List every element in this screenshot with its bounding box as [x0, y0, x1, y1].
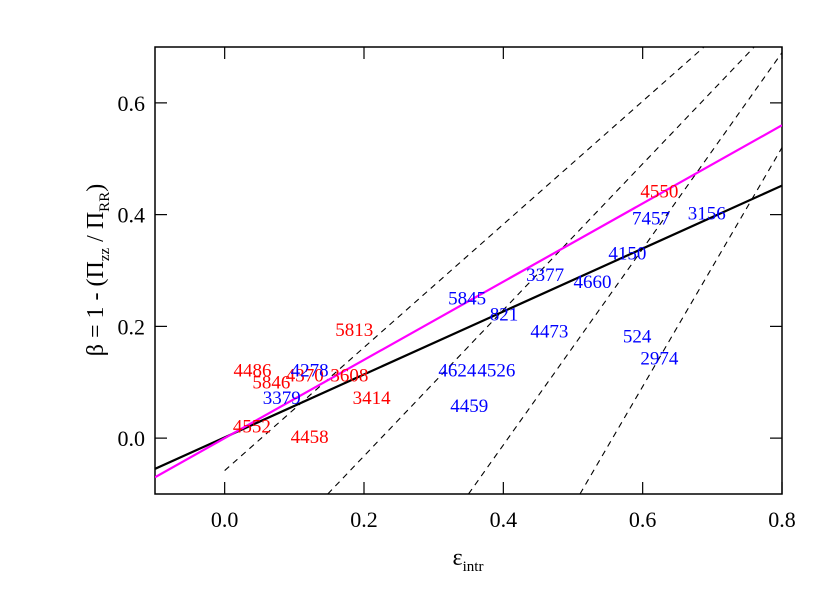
y-label-sub: RR	[97, 192, 113, 212]
y-label-part: β = 1 - (Π	[83, 261, 109, 356]
y-axis-label: β = 1 - (Πzz / ΠRR)	[83, 184, 113, 356]
y-label-part: / Π	[83, 212, 109, 248]
point-label: 4550	[640, 182, 678, 203]
dashed-line	[327, 47, 755, 494]
fit-line	[155, 124, 782, 479]
point-label: 4150	[608, 244, 646, 265]
point-label: 3608	[330, 365, 368, 386]
dashed-line	[468, 52, 782, 494]
x-axis-label: εintr	[453, 545, 484, 575]
dashed-line	[224, 47, 705, 471]
point-label: 3379	[263, 388, 301, 409]
point-label: 2974	[640, 349, 679, 370]
y-tick-label: 0.0	[118, 426, 146, 451]
x-label-main: ε	[453, 545, 463, 571]
x-tick-label: 0.8	[768, 507, 796, 532]
axes: 0.0 0.2 0.4 0.6 0.8 0.0 0.2 0.4 0.6	[118, 47, 796, 532]
point-label: 4486	[234, 360, 272, 381]
y-tick-label: 0.4	[118, 203, 146, 228]
y-tick-label: 0.2	[118, 314, 146, 339]
point-label: 3156	[688, 203, 726, 224]
point-label: 524	[623, 326, 652, 347]
point-label: 4624	[438, 360, 477, 381]
point-label: 4278	[291, 360, 329, 381]
point-label: 4552	[233, 416, 271, 437]
x-tick-label: 0.6	[629, 507, 657, 532]
dashed-line	[579, 147, 782, 494]
x-tick-label: 0.0	[211, 507, 239, 532]
point-label: 5846	[252, 373, 290, 394]
point-label: 4660	[574, 272, 612, 293]
point-label: 3414	[353, 388, 392, 409]
point-label: 4459	[450, 396, 488, 417]
x-tick-label: 0.2	[350, 507, 378, 532]
y-label-sub: zz	[97, 247, 113, 261]
point-label: 4473	[530, 321, 568, 342]
point-label: 4370	[286, 365, 324, 386]
point-label: 4526	[477, 360, 515, 381]
lines	[155, 47, 782, 494]
point-label: 5813	[335, 320, 373, 341]
x-tick-label: 0.4	[490, 507, 518, 532]
point-label: 5845	[448, 288, 486, 309]
x-label-sub: intr	[463, 559, 484, 575]
point-label: 3377	[526, 265, 564, 286]
y-label-part: )	[83, 184, 109, 192]
point-label: 7457	[632, 208, 670, 229]
y-tick-label: 0.6	[118, 91, 146, 116]
point-label: 4458	[291, 427, 329, 448]
fit-line	[155, 184, 782, 470]
point-label: 821	[490, 305, 519, 326]
